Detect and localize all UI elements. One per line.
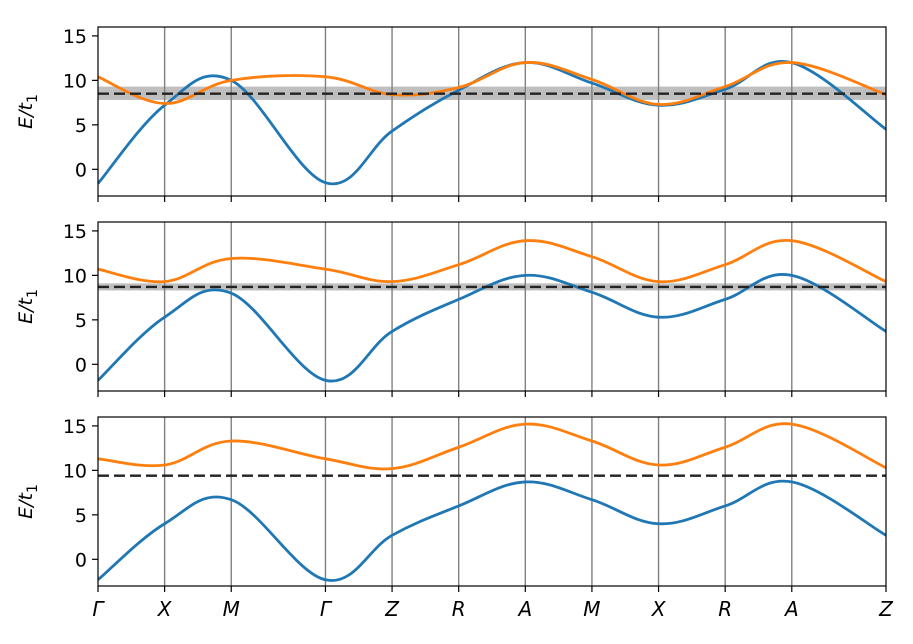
axes-frame	[97, 416, 887, 587]
x-tick-label: Γ	[92, 597, 105, 621]
y-tick-label: 5	[75, 505, 87, 527]
y-tick-label: 15	[63, 416, 87, 438]
y-tick-label: 5	[75, 310, 87, 332]
x-tick-label: Z	[878, 597, 894, 621]
plot-area	[98, 27, 886, 196]
x-tick-label: M	[223, 597, 240, 621]
panel-3: 0 5 10 15 E/t1	[15, 416, 887, 592]
axes-frame	[97, 221, 887, 392]
plot-area	[98, 417, 886, 586]
y-axis-label: E/t1	[15, 484, 41, 519]
y-axis-label-subscript: 1	[25, 484, 41, 493]
x-tick-label: R	[452, 597, 466, 621]
x-tick-label: A	[783, 597, 799, 621]
band-1-line	[98, 273, 886, 383]
band-2-line	[98, 422, 886, 471]
y-tick-label: 0	[75, 549, 87, 571]
x-tick-label: R	[718, 597, 732, 621]
y-tick-label: 0	[75, 159, 87, 181]
y-axis-label: E/t1	[15, 289, 41, 324]
x-tick-label: Γ	[320, 597, 333, 621]
y-tick-label: 10	[63, 460, 87, 482]
y-axis-label-main: E/t	[15, 296, 37, 323]
y-axis-label-subscript: 1	[25, 289, 41, 298]
band-1-line	[98, 59, 886, 186]
y-tick-label: 15	[63, 221, 87, 243]
y-tick-label: 5	[75, 115, 87, 137]
axes-frame	[97, 26, 887, 197]
y-axis-label-main: E/t	[15, 491, 37, 518]
x-tick-label: A	[516, 597, 532, 621]
y-axis-label-subscript: 1	[25, 94, 41, 103]
y-axis-label-main: E/t	[15, 101, 37, 128]
x-tick-label: X	[157, 597, 173, 621]
plot-area	[98, 222, 886, 391]
band-1-line	[98, 479, 886, 582]
x-tick-label: Z	[384, 597, 400, 621]
band-2-line	[98, 61, 886, 106]
y-tick-label: 0	[75, 354, 87, 376]
panel-1: 0 5 10 15 E/t1	[15, 26, 887, 202]
x-tick-label: M	[583, 597, 600, 621]
panel-2: 0 5 10 15 E/t1	[15, 221, 887, 397]
y-tick-label: 10	[63, 70, 87, 92]
x-tick-label: X	[651, 597, 667, 621]
y-tick-label: 15	[63, 26, 87, 48]
y-tick-label: 10	[63, 265, 87, 287]
band-2-line	[98, 239, 886, 284]
y-axis-label: E/t1	[15, 94, 41, 129]
